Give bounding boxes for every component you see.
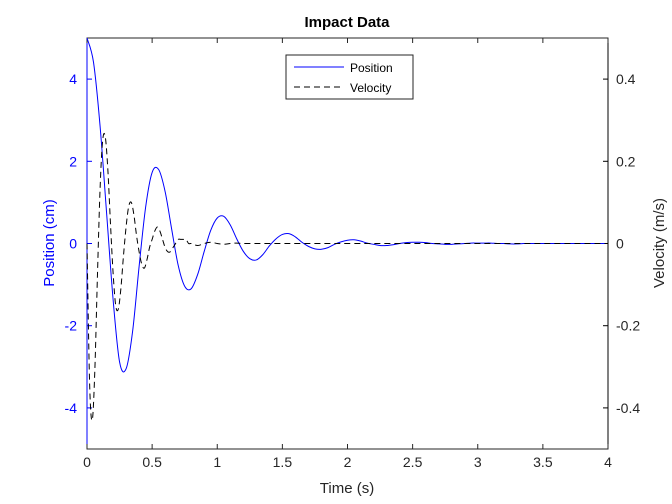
right-y-tick-label: -0.4: [616, 400, 640, 416]
x-tick-label: 0.5: [142, 454, 162, 470]
ticks-layer: 0 0.5 1 1.5 2 2.5 3 3.5 4 -4 -2 0 2 4 -0.4 -0.2 0 0.2 0.4: [65, 38, 640, 470]
series-line-velocity: [86, 132, 609, 421]
x-axis-label: Time (s): [320, 480, 374, 497]
left-y-tick-label: 0: [69, 236, 77, 252]
x-tick-label: 3.5: [533, 454, 553, 470]
legend-label-velocity: Velocity: [350, 81, 391, 95]
right-y-tick-label: -0.2: [616, 318, 640, 334]
left-y-tick-label: 4: [69, 71, 77, 87]
x-tick-label: 1.5: [273, 454, 293, 470]
legend-label-position: Position: [350, 61, 393, 75]
x-tick-label: 1: [213, 454, 221, 470]
legend-box: [285, 54, 414, 100]
x-tick-label: 2.5: [403, 454, 423, 470]
left-y-axis-label: Position (cm): [41, 199, 58, 287]
right-y-tick-label: 0: [616, 236, 624, 252]
x-tick-label: 0: [83, 454, 91, 470]
x-tick-label: 2: [344, 454, 352, 470]
legend: Position Velocity: [285, 54, 414, 100]
left-y-tick-label: 2: [69, 153, 77, 169]
chart-title: Impact Data: [304, 14, 390, 31]
series-layer: [86, 37, 609, 421]
right-y-axis-label: Velocity (m/s): [651, 198, 668, 288]
left-y-tick-label: -4: [65, 400, 78, 416]
right-y-tick-label: 0.2: [616, 153, 636, 169]
right-y-tick-label: 0.4: [616, 71, 636, 87]
left-y-tick-label: -2: [65, 318, 78, 334]
x-tick-label: 3: [474, 454, 482, 470]
x-tick-label: 4: [604, 454, 612, 470]
